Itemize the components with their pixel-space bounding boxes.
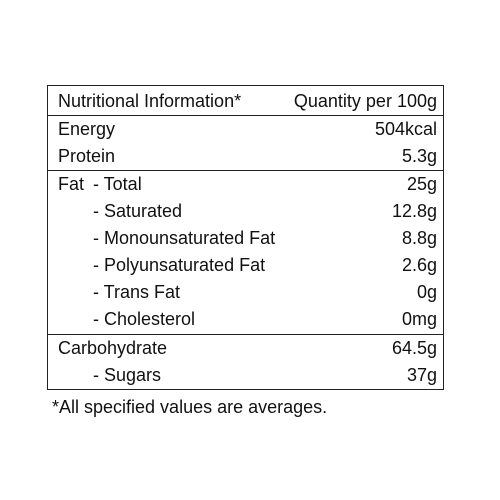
fat-monounsaturated-value: 8.8g <box>401 228 437 248</box>
table-row-fat-monounsaturated: - Monounsaturated Fat 8.8g <box>48 225 443 252</box>
protein-label: Protein <box>58 146 116 166</box>
fat-divider <box>48 334 443 335</box>
nutrition-table: Nutritional Information* Quantity per 10… <box>47 85 444 390</box>
table-row-fat-total: Fat - Total 25g <box>48 171 443 198</box>
fat-monounsaturated-label: - Monounsaturated Fat <box>93 228 276 248</box>
protein-value: 5.3g <box>401 146 437 166</box>
table-row-sugars: - Sugars 37g <box>48 362 443 389</box>
fat-saturated-label: - Saturated <box>93 201 183 221</box>
carbohydrate-label: Carbohydrate <box>58 338 168 358</box>
header-divider <box>48 115 443 116</box>
sugars-value: 37g <box>406 365 437 385</box>
table-row-protein: Protein 5.3g <box>48 143 443 170</box>
fat-total-label: - Total <box>93 174 142 194</box>
fat-total-value: 25g <box>406 174 437 194</box>
table-row-fat-cholesterol: - Cholesterol 0mg <box>48 306 443 333</box>
header-label: Nutritional Information* <box>58 91 242 111</box>
energy-value: 504kcal <box>374 119 437 139</box>
fat-trans-label: - Trans Fat <box>93 282 181 302</box>
fat-polyunsaturated-value: 2.6g <box>401 255 437 275</box>
table-row-fat-saturated: - Saturated 12.8g <box>48 198 443 225</box>
table-header-row: Nutritional Information* Quantity per 10… <box>48 88 443 115</box>
table-row-fat-trans: - Trans Fat 0g <box>48 279 443 306</box>
footnote: *All specified values are averages. <box>52 397 328 417</box>
table-row-fat-polyunsaturated: - Polyunsaturated Fat 2.6g <box>48 252 443 279</box>
table-row-carbohydrate: Carbohydrate 64.5g <box>48 335 443 362</box>
sugars-label: - Sugars <box>93 365 162 385</box>
fat-cholesterol-label: - Cholesterol <box>93 309 196 329</box>
header-value: Quantity per 100g <box>293 91 437 111</box>
carbohydrate-value: 64.5g <box>391 338 437 358</box>
fat-polyunsaturated-label: - Polyunsaturated Fat <box>93 255 266 275</box>
fat-cholesterol-value: 0mg <box>401 309 437 329</box>
table-row-energy: Energy 504kcal <box>48 116 443 143</box>
fat-group-label: Fat <box>58 174 85 194</box>
protein-divider <box>48 170 443 171</box>
fat-trans-value: 0g <box>416 282 437 302</box>
energy-label: Energy <box>58 119 116 139</box>
fat-saturated-value: 12.8g <box>391 201 437 221</box>
